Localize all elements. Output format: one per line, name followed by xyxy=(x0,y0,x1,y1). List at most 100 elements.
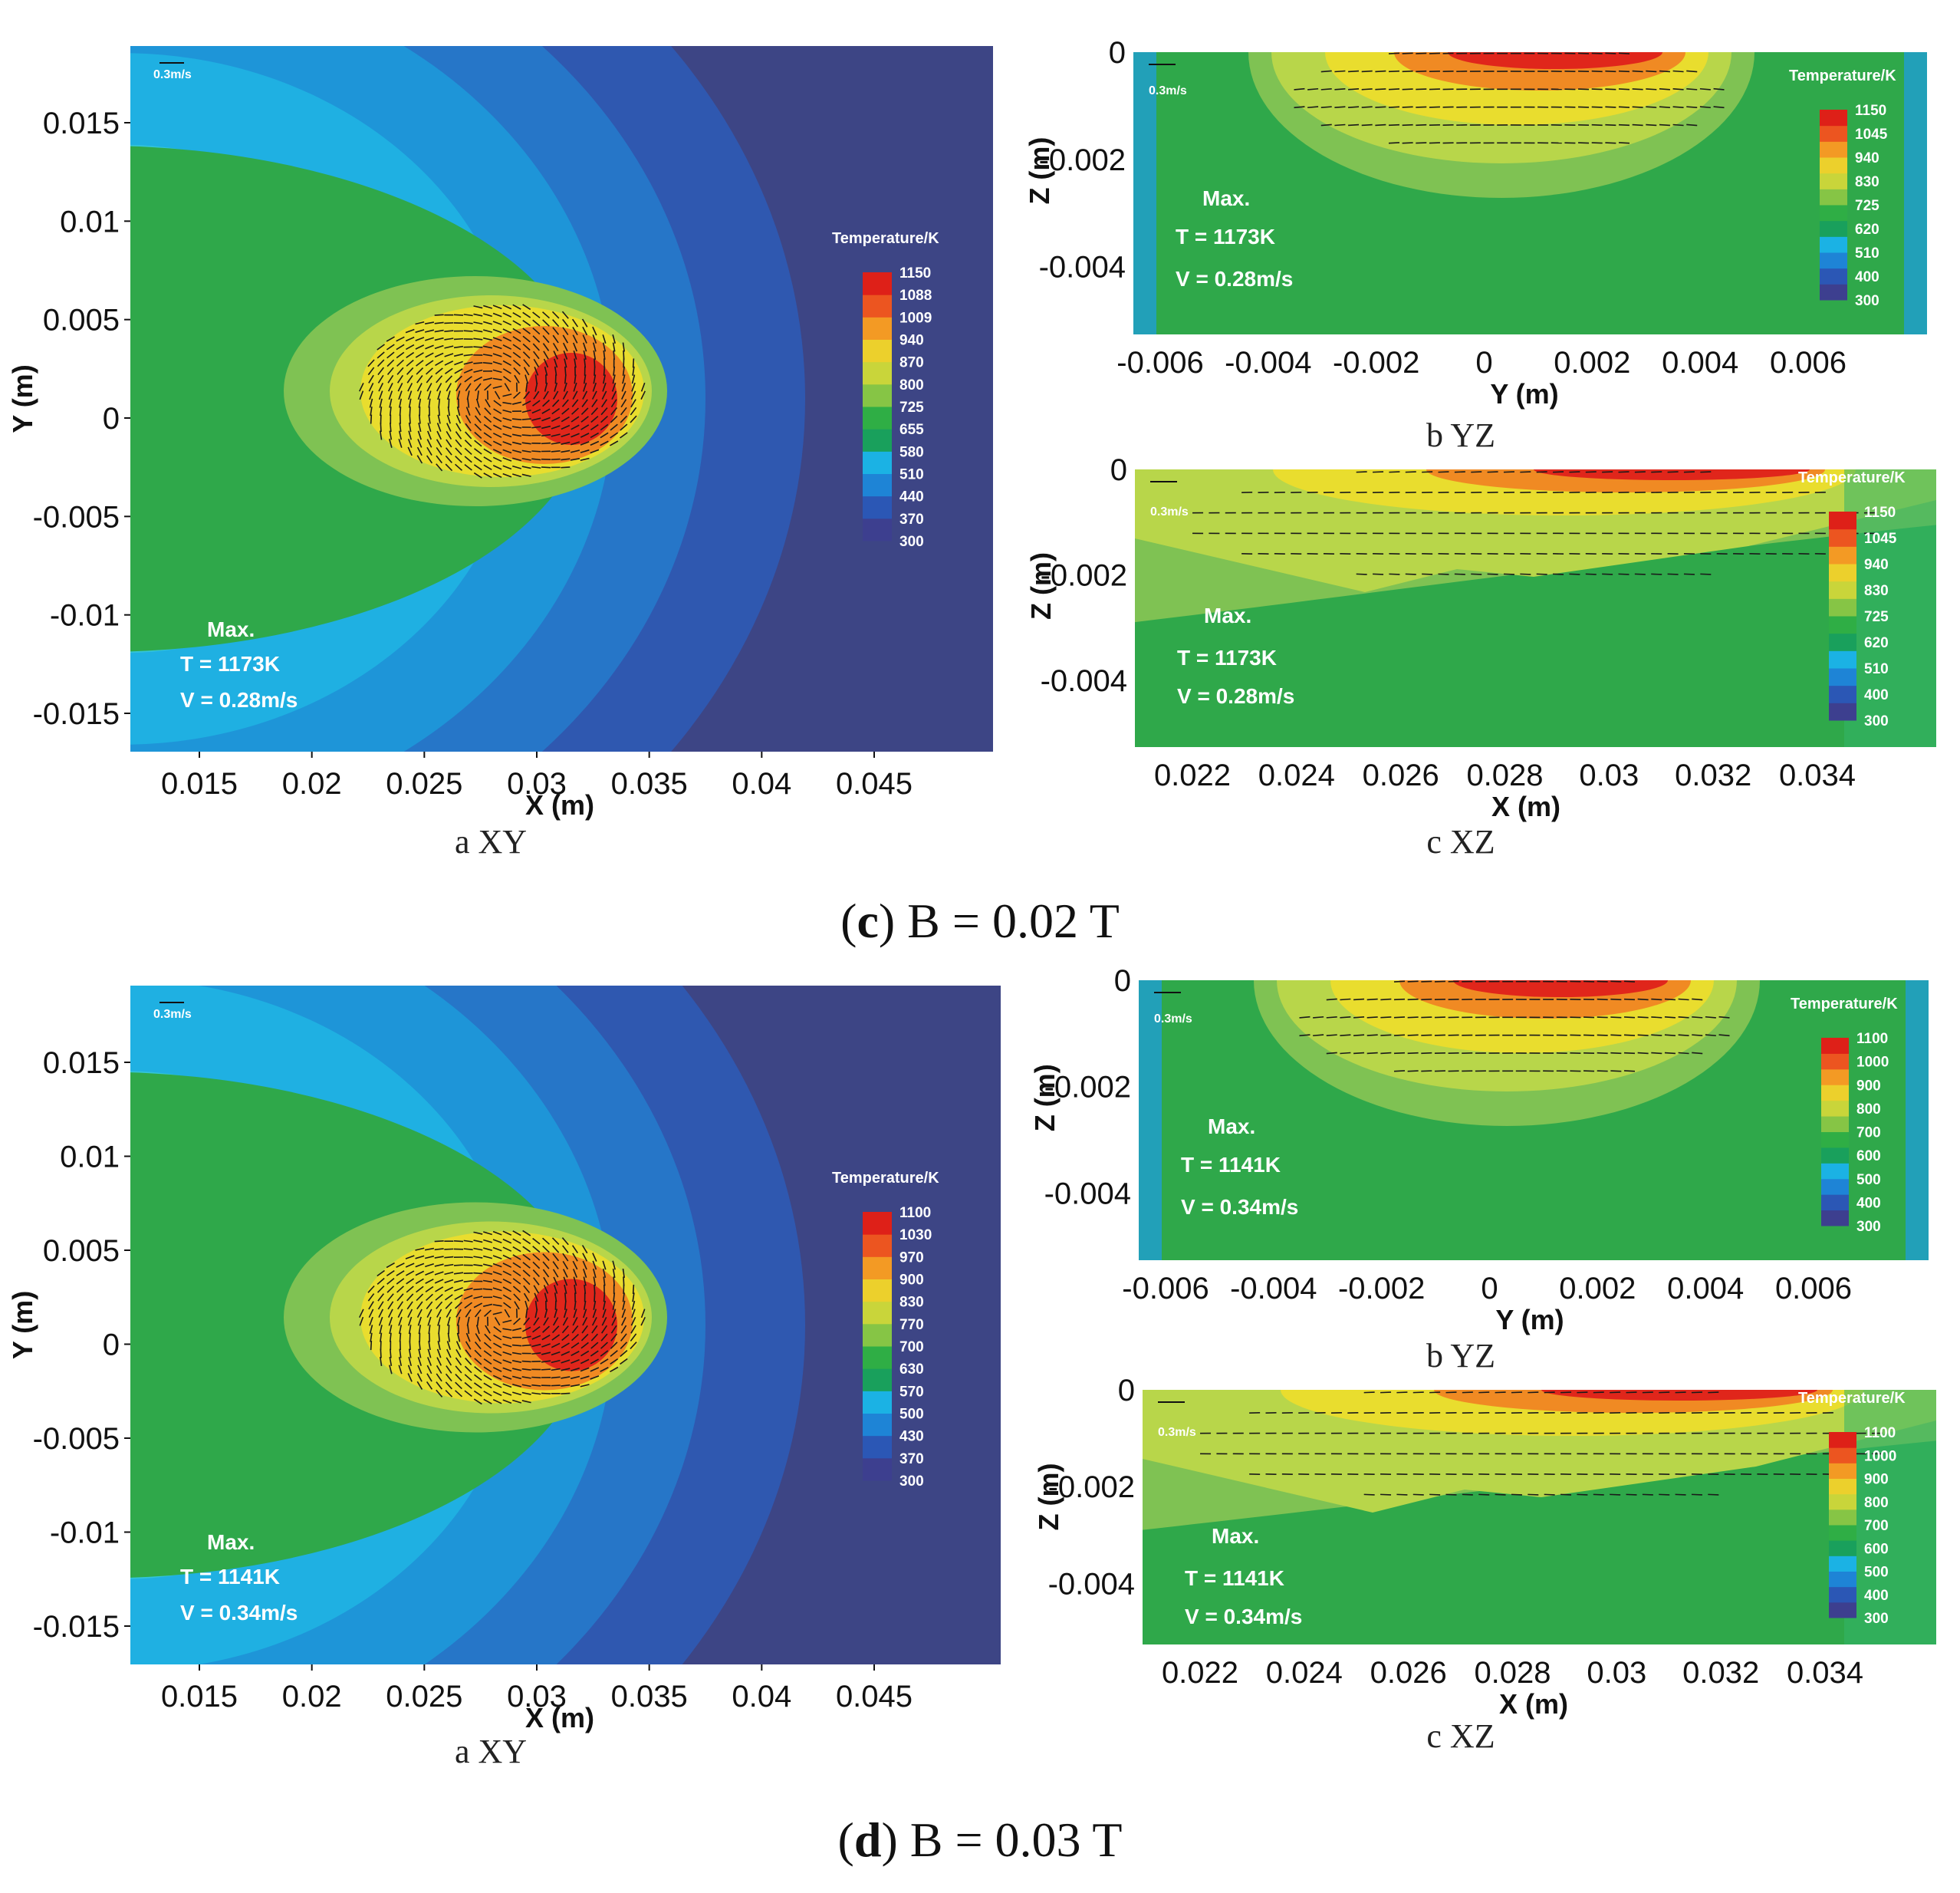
panel-c-xy-vector xyxy=(409,407,411,416)
panel-c-xy-vector xyxy=(492,449,502,454)
panel-c-xy-vector xyxy=(581,399,588,407)
panel-c-xy-vector xyxy=(592,382,597,392)
panel-c-xy-vector xyxy=(511,441,522,446)
panel-d-xy-vector xyxy=(473,1264,483,1267)
panel-c-xy-vector xyxy=(541,442,551,445)
panel-c-yz-colorbar-swatch xyxy=(1820,173,1847,189)
panel-c-xy-vector xyxy=(436,463,443,472)
panel-d-yz-xtick: 0.004 xyxy=(1667,1272,1744,1305)
panel-d-xy-vector xyxy=(492,1246,502,1252)
panel-c-xz-velocity-vectors xyxy=(1192,471,1875,575)
panel-c-xy-vector xyxy=(511,426,522,429)
panel-d-xy-vector xyxy=(532,1261,541,1269)
panel-c-yz-vector xyxy=(1646,88,1657,91)
panel-c-xz-colorbar-tick: 400 xyxy=(1864,687,1889,703)
panel-c-xy-xtick: 0.025 xyxy=(386,767,462,801)
panel-c-xz-ylabel: Z (m) xyxy=(1025,552,1057,620)
panel-c-xy-vector xyxy=(571,318,579,328)
panel-c-xy-vector xyxy=(513,391,521,399)
panel-c-xy-vector xyxy=(474,448,482,455)
panel-d-xy-vector xyxy=(434,1256,444,1259)
panel-c-xy-vector xyxy=(436,375,443,384)
panel-c-xy-vector xyxy=(543,351,549,360)
panel-c-yz-xtick: -0.004 xyxy=(1225,346,1311,380)
panel-c-xy-vector xyxy=(380,430,383,440)
panel-c-xy-vector xyxy=(561,433,571,438)
panel-c-xy-vector xyxy=(463,321,473,324)
panel-c-xy-vector xyxy=(484,384,492,391)
panel-d-xz-vector xyxy=(1462,1391,1473,1394)
panel-c-xy-vector xyxy=(610,440,619,446)
panel-c-xy-vector xyxy=(551,399,560,407)
panel-d-xy-vector xyxy=(453,1264,464,1266)
panel-c-xy-vector xyxy=(406,367,414,375)
panel-c-xz-colorbar-swatch xyxy=(1829,598,1856,617)
panel-c-xy-vector xyxy=(444,345,454,349)
panel-d-xy-xtick: 0.04 xyxy=(732,1680,791,1714)
panel-d-xy-vector xyxy=(492,1230,502,1236)
panel-c-xy-vector xyxy=(426,375,433,384)
panel-c-xy-vector xyxy=(502,360,511,367)
panel-d-xy-vector xyxy=(405,1255,415,1259)
panel-d-xy-vector xyxy=(631,1309,636,1319)
panel-c-xy-vector xyxy=(552,390,559,400)
panel-c-yz-vector xyxy=(1320,123,1332,127)
panel-d-xy-t-label: T = 1141K xyxy=(180,1565,280,1588)
panel-c-xy-vector xyxy=(632,358,635,368)
panel-c-xy-vector xyxy=(610,423,618,431)
panel-c-xy-vector xyxy=(493,416,502,423)
panel-d-xy-vector xyxy=(427,1348,432,1358)
panel-d-xy-vector xyxy=(502,1343,512,1348)
panel-d-xy-vector xyxy=(512,1383,521,1388)
panel-c-xy-vector xyxy=(570,449,580,453)
panel-c-xy-vector xyxy=(426,439,432,448)
panel-c-xz-colorbar-swatch xyxy=(1829,668,1856,686)
panel-d-xy-vector xyxy=(406,1301,413,1310)
panel-c-xy-vector xyxy=(454,368,463,374)
panel-c-yz-xtick: 0.002 xyxy=(1554,346,1630,380)
panel-d-xy-vector xyxy=(603,1292,606,1302)
panel-d-xy-vector xyxy=(541,1351,551,1355)
panel-d-xy-vector xyxy=(531,1376,541,1379)
panel-c-xy-vector xyxy=(594,366,596,376)
panel-d-xz-vector xyxy=(1610,1493,1621,1496)
panel-c-xy-colorbar-tick: 1088 xyxy=(899,288,932,304)
panel-d-xy-vector xyxy=(534,1309,538,1319)
panel-c-xz-colorbar-tick: 725 xyxy=(1864,609,1889,625)
panel-c-yz-vector xyxy=(1591,123,1603,127)
panel-d-yz-vector xyxy=(1299,1016,1311,1019)
panel-c-xy-vector xyxy=(425,360,434,367)
panel-c-xy-vector xyxy=(612,342,616,352)
panel-d-yz-colorbar-tick: 1100 xyxy=(1856,1031,1888,1047)
panel-c-xy-vector xyxy=(397,383,403,392)
panel-c-xy-vector xyxy=(561,407,570,415)
panel-c-xy-vector xyxy=(463,314,473,317)
panel-c-xy-vector xyxy=(378,390,383,400)
panel-c-xy-sublabel: a XY xyxy=(455,823,527,861)
panel-d-xy-vector xyxy=(532,1237,541,1245)
panel-c-yz-vector xyxy=(1686,123,1698,127)
panel-c-xy-vector xyxy=(522,304,531,311)
panel-d-yz-vector xyxy=(1678,1052,1689,1055)
panel-c-xy-vector xyxy=(552,334,559,344)
panel-d-xy-vector xyxy=(630,1316,636,1326)
panel-d-xy-vector xyxy=(482,1303,493,1307)
panel-c-xy-vector xyxy=(571,441,580,446)
panel-d-xy-vector xyxy=(465,1341,472,1350)
panel-d-xy-vector xyxy=(580,1333,589,1342)
panel-c-xy-vector xyxy=(386,359,395,367)
panel-d-xy-vector xyxy=(434,1240,444,1243)
panel-c-yz-velocity-vectors xyxy=(1294,52,1725,144)
panel-d-xy-vector xyxy=(521,1400,531,1404)
panel-d-yz-vector xyxy=(1623,1016,1636,1019)
panel-c-xy-vector xyxy=(612,374,616,384)
panel-c-xy-vector xyxy=(600,407,608,416)
panel-d-xy-colorbar-swatch xyxy=(863,1457,892,1481)
panel-c-xy-vector xyxy=(463,354,473,357)
panel-d-xy-v-label: V = 0.34m/s xyxy=(180,1601,298,1625)
panel-c-xy-vector xyxy=(561,424,571,430)
panel-d-yz-vector xyxy=(1366,1052,1378,1055)
panel-d-xy-vector xyxy=(444,1279,454,1284)
panel-c-xy-vector xyxy=(622,366,625,376)
panel-c-xy-vector xyxy=(359,383,364,392)
